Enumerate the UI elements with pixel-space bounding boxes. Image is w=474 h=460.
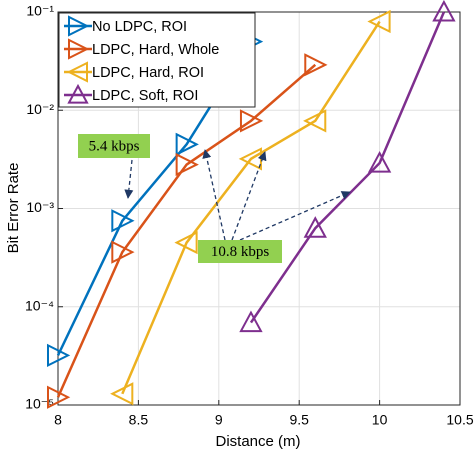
data-point	[110, 382, 134, 406]
legend-marker	[67, 83, 89, 104]
x-axis-label: Distance (m)	[215, 433, 300, 450]
y-tick-label: 10⁻⁵	[25, 396, 54, 412]
data-point	[47, 343, 71, 367]
plot-frame	[57, 11, 461, 406]
legend-label: LDPC, Hard, Whole	[92, 42, 219, 58]
data-point	[239, 310, 263, 333]
data-point	[239, 109, 264, 133]
y-tick-label: 10⁻³	[26, 199, 54, 215]
annotation-text: 10.8 kbps	[211, 244, 270, 260]
data-point	[432, 0, 456, 22]
x-tick-label: 9	[215, 412, 223, 428]
x-tick-label: 10	[372, 412, 388, 428]
data-point	[47, 385, 71, 409]
series-line	[56, 63, 317, 398]
data-point	[175, 132, 199, 156]
data-point	[303, 109, 327, 133]
data-point	[174, 230, 198, 255]
series-line	[121, 20, 381, 395]
legend-marker	[68, 38, 90, 60]
data-point	[111, 240, 135, 264]
legend-marker	[66, 61, 88, 83]
data-point	[367, 150, 392, 173]
legend-label: LDPC, Soft, ROI	[92, 88, 198, 104]
annotation-arrow	[202, 149, 226, 241]
annotation-text: 5.4 kbps	[89, 138, 140, 154]
x-tick-label: 8	[54, 412, 62, 428]
x-tick-label: 10.5	[446, 412, 473, 428]
y-tick-label: 10⁻¹	[26, 3, 54, 19]
annotation-arrow	[124, 159, 134, 199]
data-point	[304, 53, 328, 77]
y-tick-label: 10⁻²	[26, 101, 54, 117]
annotation-arrow	[231, 151, 267, 241]
legend-box	[58, 12, 256, 108]
x-tick-label: 9.5	[289, 412, 309, 428]
data-point	[175, 152, 199, 177]
legend-label: No LDPC, ROI	[92, 19, 187, 35]
legend: No LDPC, ROI LDPC, Hard, Whole LDPC, Hard,…	[58, 12, 256, 108]
annotation-box	[198, 240, 282, 263]
legend-marker	[68, 15, 90, 37]
data-point	[111, 209, 135, 233]
y-tick-label: 10⁻⁴	[25, 297, 54, 313]
data-point	[303, 216, 327, 238]
annotation-arrow	[239, 191, 351, 241]
data-point	[367, 9, 391, 34]
y-axis-label: Bit Error Rate	[5, 163, 22, 254]
annotation-box	[78, 134, 150, 158]
legend-label: LDPC, Hard, ROI	[92, 65, 204, 81]
x-tick-label: 8.5	[129, 412, 149, 428]
